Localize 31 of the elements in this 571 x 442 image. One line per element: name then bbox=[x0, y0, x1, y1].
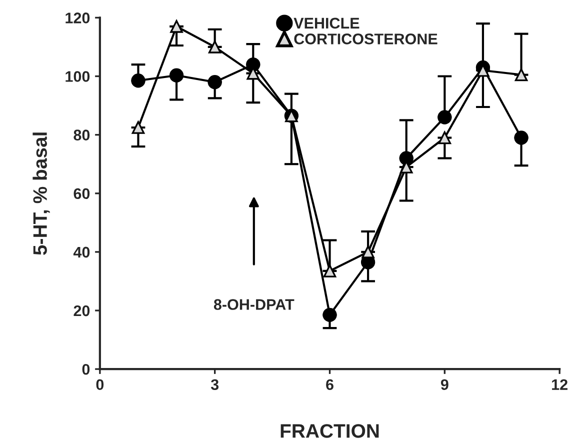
x-tick-label: 0 bbox=[96, 379, 104, 390]
x-axis-title: FRACTION bbox=[280, 424, 379, 438]
y-tick-label: 80 bbox=[74, 130, 90, 140]
point bbox=[208, 75, 222, 90]
x-tick-label: 12 bbox=[552, 379, 568, 390]
y-tick-label: 40 bbox=[73, 246, 90, 258]
point bbox=[323, 264, 336, 278]
y-tick-label: 0 bbox=[82, 364, 90, 375]
point bbox=[169, 68, 184, 82]
y-axis-title: 5-HT, % basal bbox=[32, 132, 50, 255]
point bbox=[438, 131, 452, 144]
legend-label: VEHICLE bbox=[294, 18, 360, 29]
x-tick-label: 9 bbox=[440, 379, 448, 390]
y-tick-label: 60 bbox=[74, 188, 90, 200]
point bbox=[208, 40, 222, 54]
y-tick-label: 20 bbox=[74, 305, 90, 316]
legend-label: CORTICOSTERONE bbox=[294, 34, 438, 44]
point bbox=[132, 121, 145, 134]
point bbox=[362, 246, 374, 258]
point bbox=[514, 68, 528, 82]
x-tick-label: 6 bbox=[326, 379, 334, 390]
x-tick-label: 3 bbox=[210, 379, 219, 390]
point bbox=[322, 308, 337, 322]
point bbox=[514, 130, 528, 145]
point bbox=[170, 20, 183, 33]
y-tick-label: 120 bbox=[66, 12, 90, 24]
annotation: 8-OH-DPAT bbox=[214, 299, 294, 310]
point bbox=[438, 110, 452, 124]
y-tick-label: 100 bbox=[66, 71, 90, 82]
point bbox=[131, 74, 146, 88]
point bbox=[399, 151, 414, 166]
